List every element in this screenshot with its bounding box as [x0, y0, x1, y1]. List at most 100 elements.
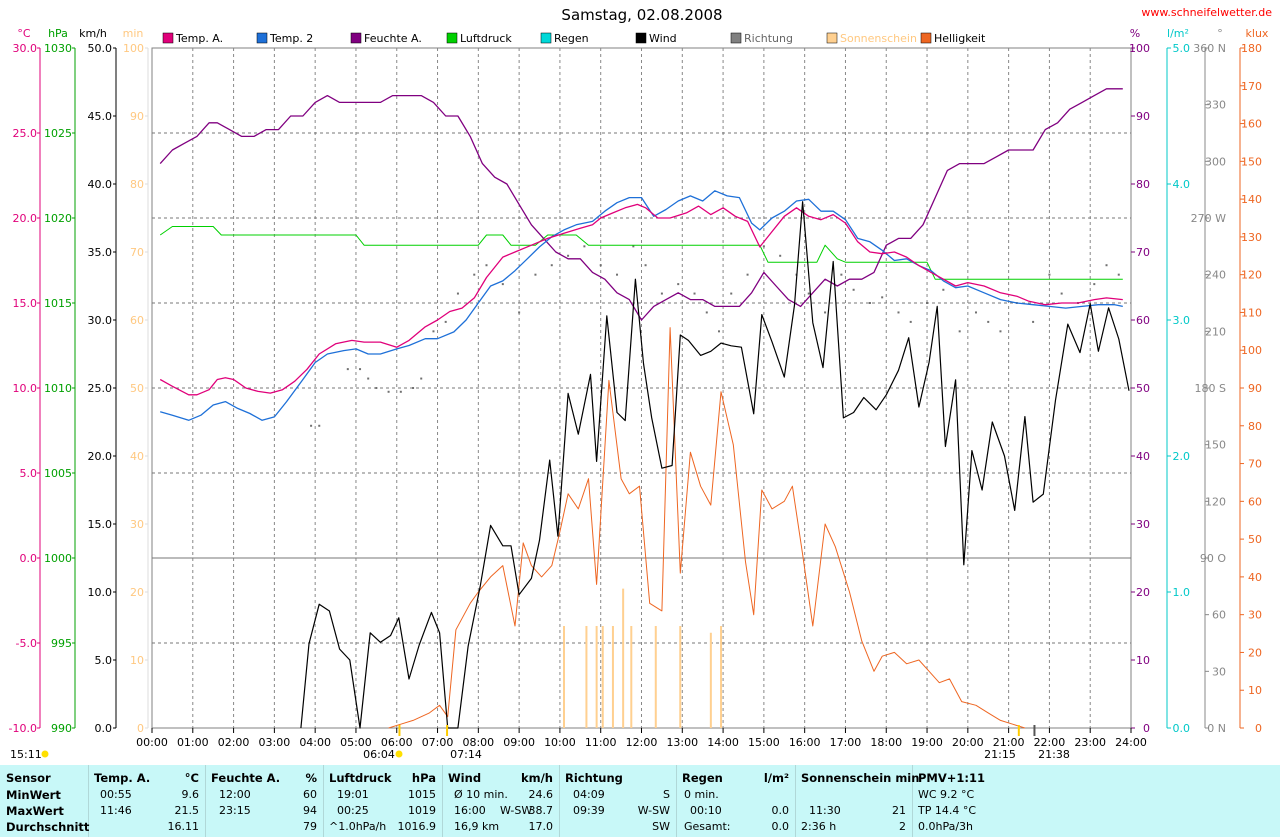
richtung-point: [346, 368, 349, 371]
tick-label-humidity: 70: [1136, 246, 1150, 259]
tick-label-wind: 15.0: [88, 518, 113, 531]
x-tick-label: 04:00: [299, 736, 331, 749]
tick-label-sunshine: 0: [137, 722, 144, 735]
legend: Temp. A. Temp. 2 Feuchte A. Luftdruck Regen W…: [162, 32, 986, 45]
tick-label-sunshine: 80: [130, 178, 144, 191]
richtung-point: [660, 292, 663, 295]
tick-label-pressure: 1020: [44, 212, 72, 225]
stats-sonne-column: Sonnenschein min 11:30 21 2:36 h 2: [795, 765, 919, 837]
stats-richtung-column: Richtung 04:09 S 09:39 W-SW SW: [559, 765, 677, 837]
tick-label-light: 170: [1241, 80, 1262, 93]
stats-druck-avg: 1016.9: [397, 820, 437, 833]
stats-pmv-pressure-trend: 0.0hPa/3h: [918, 820, 974, 833]
tick-label-light: 150: [1241, 155, 1262, 168]
tick-label-temp: 20.0: [13, 212, 38, 225]
richtung-point: [567, 254, 570, 257]
richtung-point: [644, 264, 647, 267]
tick-label-direction: 150: [1205, 439, 1226, 452]
tick-label-direction: 240: [1205, 269, 1226, 282]
tick-label-light: 30: [1248, 609, 1262, 622]
stats-richtung-max: W-SW: [637, 804, 670, 817]
tick-label-pressure: 1010: [44, 382, 72, 395]
tick-label-pressure: 1025: [44, 127, 72, 140]
x-tick-label: 21:00: [993, 736, 1025, 749]
legend-swatch: [635, 32, 647, 44]
stats-richtung-max-time: 09:39: [573, 804, 605, 817]
statistics-panel: Sensor MinWert MaxWert Durchschnitt Temp…: [0, 765, 1280, 837]
stats-regen-max: 0.0: [771, 804, 790, 817]
x-tick-label: 13:00: [666, 736, 698, 749]
tick-label-wind: 45.0: [88, 110, 113, 123]
richtung-point: [746, 273, 749, 276]
tick-label-light: 160: [1241, 118, 1262, 131]
stats-richtung-min-time: 04:09: [573, 788, 605, 801]
richtung-point: [1032, 320, 1035, 323]
tick-label-pressure: 1030: [44, 42, 72, 55]
tick-label-humidity: 20: [1136, 586, 1150, 599]
richtung-point: [1048, 273, 1051, 276]
sunrise-visible-time: 07:14: [450, 748, 482, 761]
richtung-point: [583, 245, 586, 248]
stats-feuchte-min-time: 12:00: [219, 788, 251, 801]
tick-label-wind: 50.0: [88, 42, 113, 55]
richtung-point: [456, 292, 459, 295]
tick-label-sunshine: 70: [130, 246, 144, 259]
stats-temp-head: Temp. A.: [94, 771, 151, 785]
legend-label: Wind: [649, 32, 677, 45]
x-tick-label: 24:00: [1115, 736, 1147, 749]
tick-label-wind: 35.0: [88, 246, 113, 259]
site-url[interactable]: www.schneifelwetter.de: [1141, 6, 1272, 19]
x-tick-label: 19:00: [911, 736, 943, 749]
x-tick-label: 12:00: [626, 736, 658, 749]
tick-label-light: 120: [1241, 269, 1262, 282]
stats-feuchte-avg: 79: [303, 820, 317, 833]
richtung-point: [1060, 292, 1063, 295]
stats-pmv-column: PMV+1:11 WC 9.2 °C TP 14.4 °C 0.0hPa/3h: [912, 765, 1280, 837]
plot-area: [159, 88, 1130, 729]
tick-label-pressure: 1000: [44, 552, 72, 565]
richtung-point: [779, 254, 782, 257]
x-tick-label: 18:00: [870, 736, 902, 749]
richtung-point: [412, 387, 415, 389]
tick-label-light: 50: [1248, 533, 1262, 546]
richtung-point: [318, 424, 321, 427]
x-tick-label: 00:00: [136, 736, 168, 749]
tick-label-temp: -10.0: [9, 722, 37, 735]
legend-swatch: [540, 32, 552, 44]
tick-label-wind: 30.0: [88, 314, 113, 327]
series-temp-a-line: [159, 203, 1123, 396]
unit-sunshine: min: [123, 27, 144, 40]
legend-label: Helligkeit: [934, 32, 986, 45]
legend-swatch: [730, 32, 742, 44]
tick-label-sunshine: 10: [130, 654, 144, 667]
stats-wind-head: Wind: [448, 771, 482, 785]
richtung-point: [632, 245, 635, 248]
tick-label-wind: 0.0: [95, 722, 113, 735]
stats-wind-column: Wind km/h Ø 10 min. 24.6 16:00 W-SW 38.7 16,…: [442, 765, 560, 837]
tick-label-humidity: 0: [1143, 722, 1150, 735]
tick-label-humidity: 90: [1136, 110, 1150, 123]
tick-label-humidity: 60: [1136, 314, 1150, 327]
unit-temp: °C: [17, 27, 31, 40]
stats-regen-duration: 0 min.: [684, 788, 719, 801]
tick-label-light: 100: [1241, 344, 1262, 357]
stats-feuchte-max-time: 23:15: [219, 804, 251, 817]
unit-pressure: hPa: [48, 27, 68, 40]
unit-rain: l/m²: [1167, 27, 1189, 40]
richtung-point: [501, 283, 504, 286]
legend-label: Temp. 2: [269, 32, 313, 45]
stats-regen-column: Regen l/m² 0 min. 00:10 0.0 Gesamt: 0.0: [676, 765, 796, 837]
unit-direction: °: [1217, 27, 1223, 40]
tick-label-sunshine: 20: [130, 586, 144, 599]
sunrise-sun-icon: [395, 750, 403, 758]
stats-temp-column: Temp. A. °C 00:55 9.6 11:46 21.5 16.11: [88, 765, 206, 837]
tick-label-direction: 60: [1212, 609, 1226, 622]
x-tick-label: 20:00: [952, 736, 984, 749]
sunset-visible-time: 21:15: [984, 748, 1016, 761]
series-helligkeit-line: [388, 327, 1026, 729]
richtung-point: [534, 273, 537, 276]
stats-druck-head: Luftdruck: [329, 771, 392, 785]
richtung-point: [599, 264, 602, 267]
tick-label-pressure: 1015: [44, 297, 72, 310]
stats-pmv-dewpoint: TP 14.4 °C: [918, 804, 977, 817]
